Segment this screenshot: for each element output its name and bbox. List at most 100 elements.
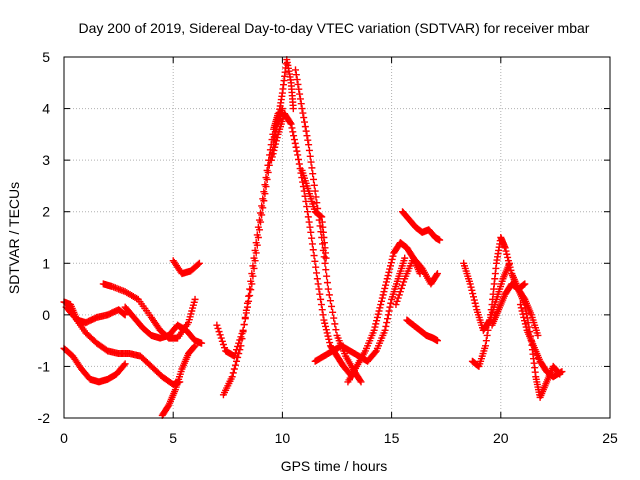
data-point (558, 368, 566, 376)
data-point (374, 310, 382, 318)
data-point (259, 195, 267, 203)
data-point (482, 342, 490, 350)
data-point (317, 295, 325, 303)
data-point (308, 240, 316, 248)
data-point (315, 285, 323, 293)
data-point (389, 252, 397, 260)
data-point (394, 294, 402, 302)
data-point (468, 286, 476, 294)
data-point (313, 269, 321, 277)
data-point (387, 299, 395, 307)
data-point (237, 342, 245, 350)
data-point (304, 136, 312, 144)
data-point (323, 329, 331, 337)
x-tick-label: 5 (169, 430, 177, 446)
data-point (386, 303, 394, 311)
data-point (384, 272, 392, 280)
data-point (329, 308, 337, 316)
data-point (251, 246, 259, 254)
x-tick-label: 20 (493, 430, 509, 446)
data-point (304, 208, 312, 216)
series-arc-f (158, 342, 199, 419)
data-point (487, 306, 495, 314)
data-point (378, 294, 386, 302)
data-point (483, 331, 491, 339)
data-point (262, 174, 270, 182)
data-point (322, 326, 330, 334)
data-point (234, 353, 242, 361)
data-points (60, 56, 566, 419)
data-point (214, 324, 222, 332)
data-point (270, 146, 278, 154)
data-point (295, 160, 303, 168)
data-point (290, 136, 298, 144)
data-point (269, 150, 277, 158)
series-arc-w (516, 301, 566, 381)
data-point (305, 141, 313, 149)
data-point (310, 252, 318, 260)
data-point (433, 337, 441, 345)
data-point (198, 339, 206, 347)
data-point (304, 213, 312, 221)
series-arc-a (60, 298, 129, 327)
data-point (522, 305, 530, 313)
series-arc-e (121, 303, 206, 347)
y-tick-label: 4 (42, 101, 50, 117)
data-point (213, 321, 221, 329)
data-point (505, 260, 513, 268)
data-point (377, 297, 385, 305)
data-point (194, 260, 202, 268)
data-point (238, 335, 246, 343)
data-point (322, 266, 330, 274)
data-point (507, 266, 515, 274)
series-arc-m (298, 166, 330, 262)
data-point (292, 71, 300, 79)
data-point (230, 352, 238, 360)
data-point (267, 156, 275, 164)
data-point (308, 164, 316, 172)
data-point (379, 291, 387, 299)
data-point (521, 320, 529, 328)
data-point (521, 317, 529, 325)
data-point (469, 290, 477, 298)
data-point (299, 109, 307, 117)
data-point (324, 332, 332, 340)
data-point (306, 223, 314, 231)
data-point (380, 288, 388, 296)
data-point (292, 66, 300, 74)
y-tick-label: 1 (42, 255, 50, 271)
plot-frame (63, 56, 611, 419)
data-point (470, 293, 477, 301)
y-tick-label: 3 (42, 152, 50, 168)
data-point (504, 253, 512, 261)
data-point (383, 319, 391, 327)
data-point (293, 147, 301, 155)
data-point (233, 357, 241, 365)
data-point (255, 216, 263, 224)
data-point (260, 188, 268, 196)
data-point (229, 369, 237, 377)
data-point (271, 143, 279, 151)
data-point (309, 246, 317, 254)
data-point (253, 231, 261, 239)
data-point (470, 296, 478, 304)
data-point (373, 313, 381, 321)
axis-ticks: 0 5 10 15 20 25 -2 -1 0 1 2 3 4 5 (38, 49, 618, 446)
data-point (520, 313, 528, 321)
data-point (231, 361, 239, 369)
data-point (316, 290, 324, 298)
data-point (289, 128, 297, 136)
x-tick-label: 10 (275, 430, 291, 446)
data-point (433, 271, 441, 279)
data-point (216, 331, 224, 339)
data-point (521, 280, 529, 288)
data-point (292, 143, 300, 151)
data-point (503, 250, 511, 258)
data-point (384, 311, 392, 319)
data-point (293, 76, 301, 84)
series-arc-g (169, 257, 203, 278)
data-point (215, 328, 223, 336)
data-point (382, 278, 390, 286)
data-point (472, 302, 480, 310)
data-point (241, 313, 249, 321)
